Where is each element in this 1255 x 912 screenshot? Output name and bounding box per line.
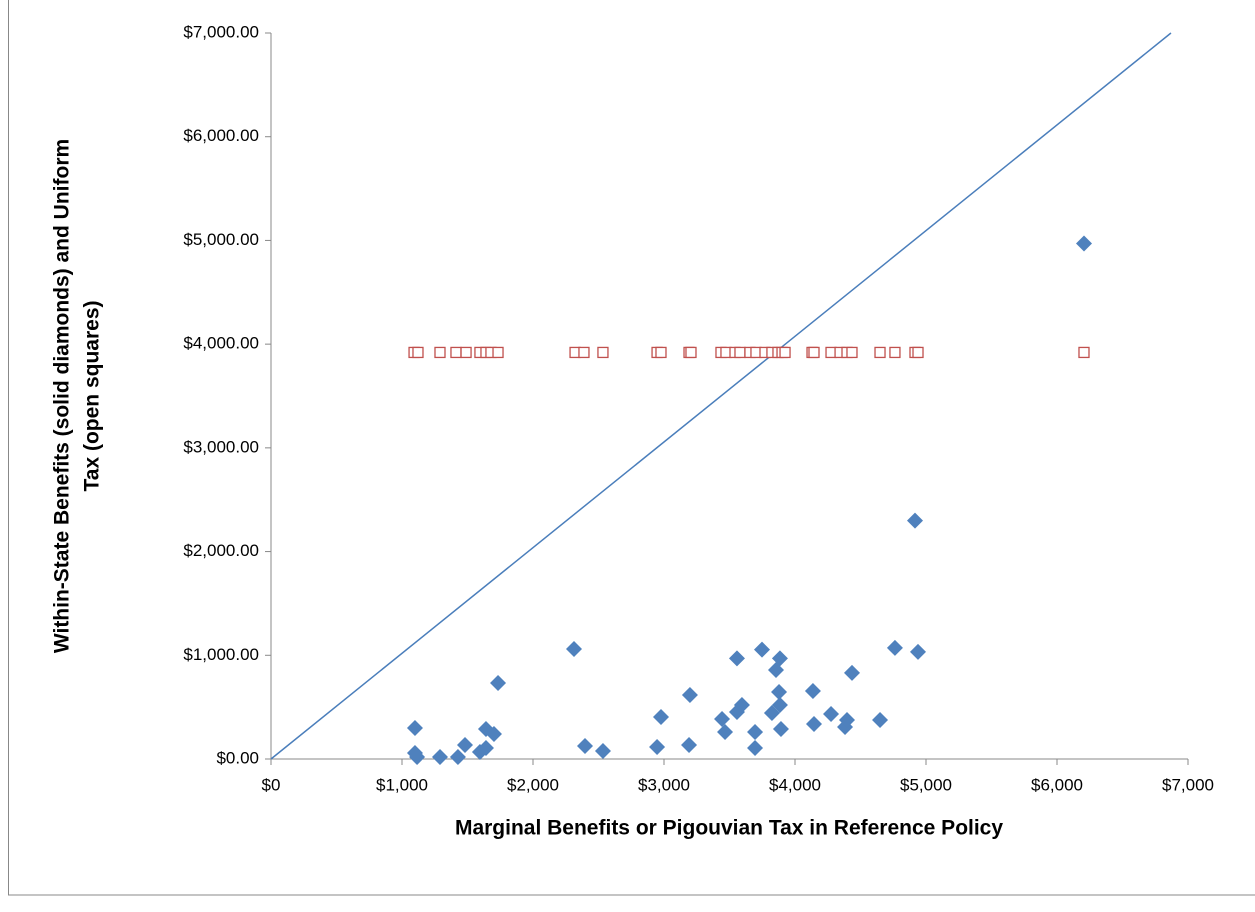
diamond-point: [844, 665, 860, 681]
diamond-point: [1076, 236, 1092, 252]
y-tick-label: $0.00: [216, 748, 259, 767]
diamond-point: [747, 740, 763, 756]
square-point: [1079, 347, 1089, 357]
diamond-point: [747, 724, 763, 740]
x-tick-label: $0: [262, 775, 281, 794]
square-point: [656, 347, 666, 357]
diamond-point: [566, 641, 582, 657]
square-point: [493, 347, 503, 357]
y-axis-title: Within-State Benefits (solid diamonds) a…: [51, 139, 104, 653]
square-point: [435, 347, 445, 357]
diamond-point: [754, 642, 770, 658]
square-point: [875, 347, 885, 357]
diamond-point: [910, 644, 926, 660]
square-point: [686, 347, 696, 357]
diamond-point: [432, 749, 448, 765]
square-point: [735, 347, 745, 357]
diamond-point: [717, 724, 733, 740]
diamond-point: [773, 721, 789, 737]
x-tick-label: $3,000: [638, 775, 690, 794]
y-tick-label: $4,000.00: [183, 334, 259, 353]
square-point: [413, 347, 423, 357]
diamond-point: [682, 687, 698, 703]
x-tick-label: $4,000: [769, 775, 821, 794]
x-tick-label: $5,000: [900, 775, 952, 794]
diamond-point: [681, 737, 697, 753]
diamond-point: [595, 743, 611, 759]
diamond-point: [649, 739, 665, 755]
y-tick-label: $5,000.00: [183, 230, 259, 249]
diamond-point: [907, 513, 923, 529]
square-point: [579, 347, 589, 357]
square-point: [809, 347, 819, 357]
diamond-point: [771, 684, 787, 700]
diamond-point: [872, 712, 888, 728]
square-point: [913, 347, 923, 357]
x-tick-label: $2,000: [507, 775, 559, 794]
square-point: [461, 347, 471, 357]
x-tick-label: $7,000: [1162, 775, 1214, 794]
square-point: [890, 347, 900, 357]
diamond-point: [887, 640, 903, 656]
square-point: [598, 347, 608, 357]
square-point: [847, 347, 857, 357]
x-tick-label: $1,000: [376, 775, 428, 794]
diamond-point: [805, 683, 821, 699]
y-tick-label: $2,000.00: [183, 541, 259, 560]
square-point: [780, 347, 790, 357]
y-tick-label: $6,000.00: [183, 126, 259, 145]
diamond-point: [490, 675, 506, 691]
diamond-point: [823, 706, 839, 722]
reference-line: [271, 33, 1171, 759]
diamond-point: [577, 738, 593, 754]
diamond-point: [407, 720, 423, 736]
y-axis-title-line: Within-State Benefits (solid diamonds) a…: [51, 139, 74, 653]
y-axis-title-line: Tax (open squares): [81, 301, 104, 492]
x-axis-title: Marginal Benefits or Pigouvian Tax in Re…: [455, 817, 1003, 840]
y-tick-label: $1,000.00: [183, 645, 259, 664]
diamond-point: [729, 650, 745, 666]
x-tick-label: $6,000: [1031, 775, 1083, 794]
diamond-point: [806, 716, 822, 732]
diamond-point: [653, 709, 669, 725]
square-point: [451, 347, 461, 357]
diamond-point: [714, 711, 730, 727]
y-tick-label: $7,000.00: [183, 22, 259, 41]
y-tick-label: $3,000.00: [183, 437, 259, 456]
